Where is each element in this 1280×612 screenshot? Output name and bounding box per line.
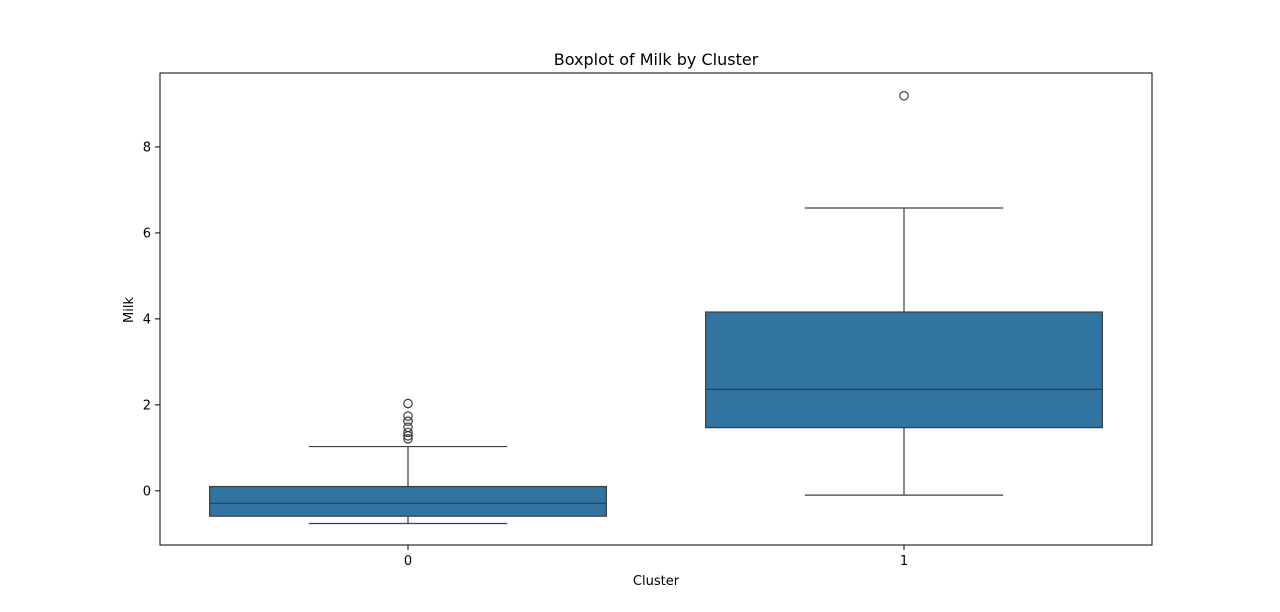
y-tick-label: 0 [143, 484, 151, 499]
x-tick-label: 0 [404, 554, 412, 569]
chart-title: Boxplot of Milk by Cluster [554, 50, 759, 69]
y-axis-label: Milk [122, 297, 137, 323]
outlier-point [403, 411, 413, 421]
y-tick-label: 4 [143, 312, 151, 327]
outlier-point [403, 422, 413, 433]
plot-frame [159, 72, 1153, 546]
x-tick-label: 1 [900, 554, 908, 569]
x-axis-label: Cluster [633, 574, 680, 589]
outlier-point [403, 434, 413, 444]
box-iqr [209, 485, 607, 517]
y-tick-label: 2 [143, 398, 151, 413]
outlier-point [403, 398, 413, 409]
box-iqr [704, 311, 1103, 429]
outlier-point [899, 90, 909, 101]
outlier-point [403, 427, 413, 438]
y-tick-label: 6 [143, 226, 151, 241]
y-tick-label: 8 [143, 140, 151, 155]
outlier-point [403, 416, 413, 426]
plot-area: 0 2 4 6 8 0 1 [143, 90, 1103, 569]
